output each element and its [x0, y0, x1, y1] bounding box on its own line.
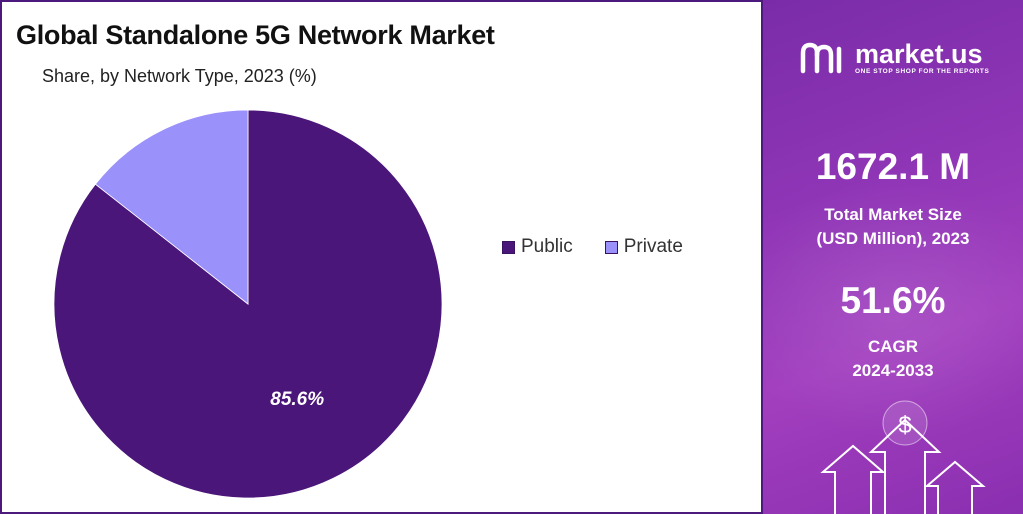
market-size-label-line2: (USD Million), 2023: [816, 229, 970, 248]
market-us-logo-icon: [800, 42, 842, 73]
brand-tagline: ONE STOP SHOP FOR THE REPORTS: [855, 68, 990, 75]
market-size-label-line1: Total Market Size: [824, 205, 962, 224]
data-label-public: 85.6%: [270, 389, 324, 410]
background-glow: [763, 180, 1023, 440]
cagr-value: 51.6%: [840, 280, 946, 321]
brand-logo: market.us ONE STOP SHOP FOR THE REPORTS: [799, 40, 989, 75]
chart-panel: Global Standalone 5G Network Market Shar…: [0, 0, 763, 514]
market-size-value: 1672.1 M: [815, 146, 971, 187]
chart-legend: Public Private: [502, 236, 683, 258]
legend-item-public: Public: [502, 236, 573, 258]
chart-subtitle: Share, by Network Type, 2023 (%): [42, 66, 317, 86]
growth-arrows-icon: $: [820, 400, 986, 514]
legend-swatch-private: [604, 240, 618, 254]
pie-slice-public: [53, 109, 443, 499]
legend-label-public: Public: [521, 236, 573, 257]
legend-label-private: Private: [623, 236, 683, 257]
pie-chart: 85.6%: [53, 109, 443, 499]
chart-title: Global Standalone 5G Network Market: [16, 20, 495, 50]
legend-swatch-public: [502, 240, 515, 254]
legend-item-private: Private: [604, 236, 683, 258]
stats-panel: market.us ONE STOP SHOP FOR THE REPORTS …: [763, 0, 1023, 514]
dollar-icon: $: [898, 412, 911, 439]
pie-slice-private: [94, 109, 249, 305]
cagr-period: 2024-2033: [852, 361, 934, 380]
brand-name: market.us: [855, 39, 983, 69]
cagr-label: CAGR: [867, 337, 919, 356]
